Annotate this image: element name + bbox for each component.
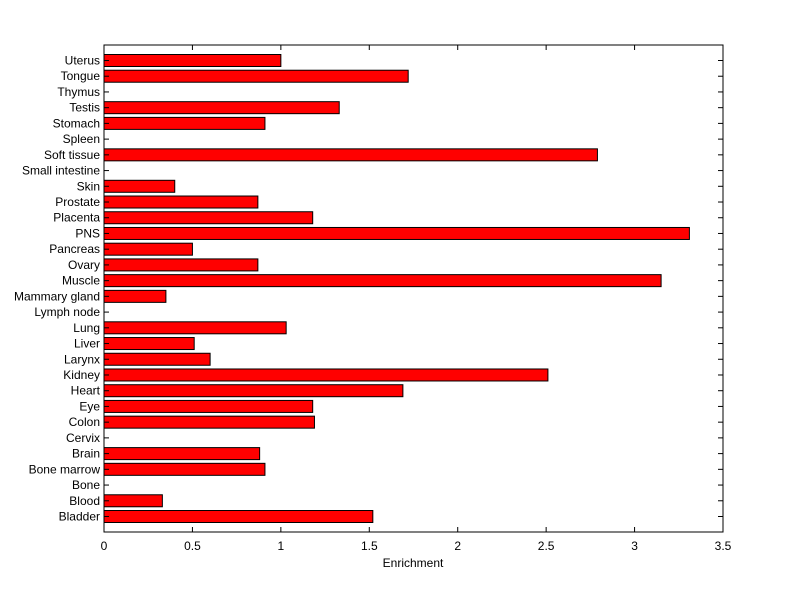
x-tick-label-5: 2.5 — [538, 539, 555, 553]
bar-mammary-gland — [103, 289, 167, 303]
y-tick-label-bladder: Bladder — [59, 510, 100, 524]
bar-testis — [103, 101, 340, 115]
y-tick-label-heart: Heart — [71, 384, 101, 398]
x-tick-label-7: 3.5 — [715, 539, 732, 553]
y-tick-label-colon: Colon — [69, 415, 100, 429]
bar-soft-tissue — [103, 148, 598, 162]
x-tick-label-6: 3 — [631, 539, 638, 553]
y-tick-label-eye: Eye — [79, 399, 100, 413]
bars-group — [103, 54, 690, 523]
y-tick-label-prostate: Prostate — [55, 195, 100, 209]
y-tick-label-skin: Skin — [77, 179, 100, 193]
y-tick-label-stomach: Stomach — [53, 116, 100, 130]
y-tick-label-lymph-node: Lymph node — [34, 305, 100, 319]
y-tick-label-testis: Testis — [69, 101, 100, 115]
x-tick-label-3: 1.5 — [361, 539, 378, 553]
y-tick-label-mammary-gland: Mammary gland — [14, 289, 100, 303]
x-ticks-group: 0 0.5 1 1.5 2 2.5 3 3.5 — [101, 45, 732, 553]
y-tick-label-cervix: Cervix — [66, 431, 100, 445]
bar-colon — [103, 415, 315, 429]
bar-stomach — [103, 116, 266, 130]
x-tick-label-2: 1 — [278, 539, 285, 553]
y-tick-label-liver: Liver — [74, 337, 100, 351]
y-tick-label-tongue: Tongue — [61, 69, 101, 83]
x-axis-label: Enrichment — [383, 556, 444, 570]
bar-pns — [103, 226, 690, 240]
y-tick-label-kidney: Kidney — [63, 368, 100, 382]
y-tick-label-pancreas: Pancreas — [49, 242, 100, 256]
x-tick-label-0: 0 — [101, 539, 108, 553]
bar-heart — [103, 384, 404, 398]
y-tick-label-thymus: Thymus — [57, 85, 100, 99]
x-tick-label-1: 0.5 — [184, 539, 201, 553]
y-tick-label-lung: Lung — [73, 321, 100, 335]
bar-pancreas — [103, 242, 193, 256]
bar-bone-marrow — [103, 462, 266, 476]
y-tick-label-pns: PNS — [75, 226, 100, 240]
bar-uterus — [103, 54, 282, 67]
bar-brain — [103, 447, 261, 461]
y-tick-label-blood: Blood — [69, 494, 100, 508]
bar-placenta — [103, 211, 314, 225]
bar-ovary — [103, 258, 259, 272]
bar-liver — [103, 337, 195, 351]
y-tick-label-small-intestine: Small intestine — [22, 164, 100, 178]
bar-kidney — [103, 368, 549, 382]
y-tick-label-placenta: Placenta — [53, 211, 100, 225]
bar-larynx — [103, 352, 211, 366]
bar-blood — [103, 494, 163, 508]
x-tick-label-4: 2 — [454, 539, 461, 553]
y-tick-label-bone: Bone — [72, 478, 100, 492]
y-tick-label-muscle: Muscle — [62, 274, 100, 288]
bar-bladder — [103, 510, 374, 523]
bar-prostate — [103, 195, 259, 209]
y-tick-label-brain: Brain — [72, 447, 100, 461]
bar-skin — [103, 179, 176, 193]
bar-muscle — [103, 274, 662, 288]
bar-tongue — [103, 69, 409, 83]
y-tick-label-ovary: Ovary — [68, 258, 100, 272]
y-tick-label-spleen: Spleen — [63, 132, 100, 146]
y-tick-label-soft-tissue: Soft tissue — [44, 148, 100, 162]
bar-lung — [103, 321, 287, 335]
bar-eye — [103, 399, 314, 413]
y-tick-label-bone-marrow: Bone marrow — [29, 462, 101, 476]
y-tick-label-uterus: Uterus — [65, 54, 100, 68]
y-tick-label-larynx: Larynx — [64, 352, 100, 366]
